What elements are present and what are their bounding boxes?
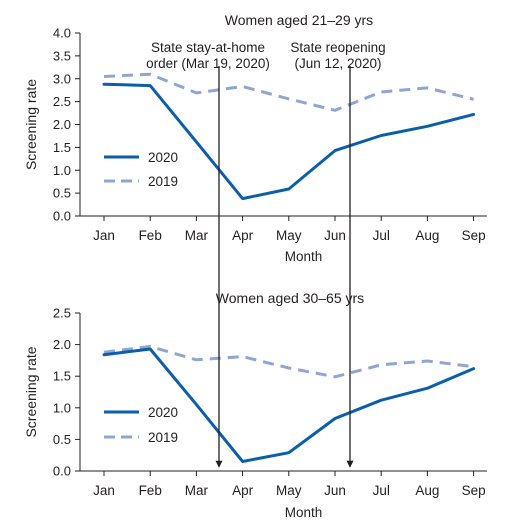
- y-axis-label: Screening rate: [23, 346, 39, 437]
- x-tick-label: Aug: [415, 483, 439, 498]
- y-tick-label: 0.5: [53, 432, 71, 447]
- x-tick-label: May: [276, 483, 302, 498]
- legend-label-2020: 2020: [148, 405, 178, 420]
- series-2020-line: [102, 347, 476, 463]
- y-tick-label: 0.0: [53, 464, 71, 479]
- x-tick-label: Apr: [232, 483, 254, 498]
- chart-title: Women aged 30–65 yrs: [216, 290, 364, 306]
- y-tick-label: 2.5: [53, 94, 71, 109]
- x-tick-label: Jan: [93, 228, 115, 243]
- y-tick-label: 1.0: [53, 163, 71, 178]
- reopening-label-line2: (Jun 12, 2020): [294, 56, 381, 71]
- stay-at-home-label-line2: order (Mar 19, 2020): [146, 56, 270, 71]
- x-tick-label: Feb: [139, 228, 162, 243]
- event-annotations: State stay-at-home order (Mar 19, 2020) …: [146, 40, 386, 468]
- x-tick-label: Jul: [373, 483, 390, 498]
- legend-label-2019: 2019: [148, 174, 178, 189]
- x-tick-label: Jun: [324, 228, 346, 243]
- reopening-label-line1: State reopening: [290, 40, 385, 55]
- x-tick-label: Jan: [93, 483, 115, 498]
- y-tick-label: 0.0: [53, 209, 71, 224]
- x-tick-label: Apr: [232, 228, 254, 243]
- x-axis-label: Month: [285, 249, 323, 264]
- chart-panel-2: 0.0 0.5 1.0 1.5 2.0 2.5 Jan Feb Mar Apr May Jun Jul A…: [23, 290, 487, 520]
- chart-panel-1: 0.0 0.5 1.0 1.5 2.0 2.5 3.0 3.5 4.0 Jan Feb Mar Apr M…: [23, 12, 487, 264]
- x-tick-label: Mar: [185, 483, 209, 498]
- y-tick-label: 1.5: [53, 369, 71, 384]
- y-tick-label: 2.5: [53, 306, 71, 321]
- y-tick-label: 3.5: [53, 48, 71, 63]
- y-axis-label: Screening rate: [23, 79, 39, 170]
- series-2019-line: [103, 345, 474, 379]
- x-tick-label: Aug: [415, 228, 439, 243]
- y-tick-label: 2.0: [53, 117, 71, 132]
- legend-label-2020: 2020: [148, 150, 178, 165]
- y-tick-label: 2.0: [53, 337, 71, 352]
- chart-title: Women aged 21–29 yrs: [225, 12, 373, 28]
- stay-at-home-label-line1: State stay-at-home: [151, 40, 265, 55]
- x-tick-label: May: [276, 228, 302, 243]
- legend-label-2019: 2019: [148, 430, 178, 445]
- x-tick-label: Sep: [462, 228, 486, 243]
- x-tick-label: Jul: [373, 228, 390, 243]
- series-2020-line: [102, 82, 476, 201]
- y-tick-label: 1.5: [53, 140, 71, 155]
- x-axis-label: Month: [285, 505, 323, 520]
- x-tick-label: Jun: [324, 483, 346, 498]
- y-tick-label: 1.0: [53, 400, 71, 415]
- x-tick-label: Sep: [462, 483, 486, 498]
- x-tick-label: Feb: [139, 483, 162, 498]
- y-tick-label: 4.0: [53, 26, 71, 41]
- x-tick-label: Mar: [185, 228, 209, 243]
- y-tick-label: 0.5: [53, 186, 71, 201]
- series-2019-line: [103, 72, 474, 112]
- y-tick-label: 3.0: [53, 71, 71, 86]
